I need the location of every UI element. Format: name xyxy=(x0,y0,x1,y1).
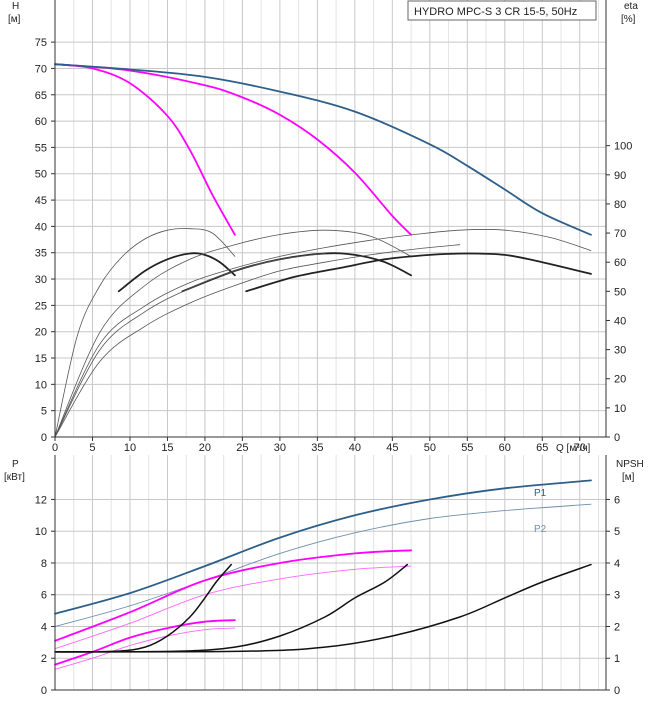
y-tick-label: 25 xyxy=(35,300,47,312)
series-line xyxy=(54,229,592,438)
top-grid xyxy=(54,0,606,438)
x-tick-label: 20 xyxy=(199,442,211,454)
y-tick-label: 50 xyxy=(35,169,47,181)
x-tick-label: 50 xyxy=(424,442,436,454)
series-line xyxy=(54,63,236,236)
top-curves xyxy=(54,63,592,438)
y-right-tick-label: 1 xyxy=(614,653,620,665)
y-tick-label: 20 xyxy=(35,327,47,339)
y-tick-label: 10 xyxy=(35,526,47,538)
chart-title: HYDRO MPC-S 3 CR 15-5, 50Hz xyxy=(414,6,577,18)
y-tick-label: 8 xyxy=(41,558,47,570)
y-tick-label: 70 xyxy=(35,63,47,75)
series-line xyxy=(54,244,461,438)
y-right-tick-label: 100 xyxy=(614,141,632,153)
y-tick-label: 30 xyxy=(35,274,47,286)
y-right-tick-label: 30 xyxy=(614,345,626,357)
y-tick-label: 45 xyxy=(35,195,47,207)
npsh-axis-label: NPSH xyxy=(616,459,644,470)
y-right-tick-label: 5 xyxy=(614,526,620,538)
x-tick-label: 10 xyxy=(124,442,136,454)
series-line xyxy=(181,252,412,293)
y-tick-label: 10 xyxy=(35,379,47,391)
x-tick-label: 55 xyxy=(461,442,473,454)
power-axis-unit: [кВт] xyxy=(4,472,25,483)
x-tick-label: 65 xyxy=(536,442,548,454)
x-tick-label: 0 xyxy=(52,442,58,454)
head-axis-unit: [м] xyxy=(8,14,21,25)
y-right-tick-label: 40 xyxy=(614,315,626,327)
y-tick-label: 55 xyxy=(35,142,47,154)
x-tick-label: 70 xyxy=(574,442,586,454)
y-right-tick-label: 60 xyxy=(614,257,626,269)
y-right-tick-label: 70 xyxy=(614,228,626,240)
series-line xyxy=(54,253,326,438)
y-tick-label: 6 xyxy=(41,590,47,602)
series-line xyxy=(54,63,412,236)
series-line xyxy=(54,565,412,650)
y-tick-label: 0 xyxy=(41,685,47,697)
y-tick-label: 40 xyxy=(35,221,47,233)
series-line xyxy=(54,63,592,236)
series-line xyxy=(54,627,236,670)
series-line xyxy=(54,619,236,666)
head-axis-label: H xyxy=(12,1,19,12)
x-tick-label: 25 xyxy=(236,442,248,454)
y-tick-label: 15 xyxy=(35,353,47,365)
eta-axis-unit: [%] xyxy=(621,14,636,25)
y-tick-label: 60 xyxy=(35,116,47,128)
chart-title-box xyxy=(407,0,597,21)
y-tick-label: 4 xyxy=(41,621,47,633)
series-line xyxy=(54,549,412,642)
npsh-axis-unit: [м] xyxy=(622,472,635,483)
y-right-tick-label: 6 xyxy=(614,494,620,506)
y-tick-label: 75 xyxy=(35,37,47,49)
y-right-tick-label: 4 xyxy=(614,558,620,570)
x-tick-label: 40 xyxy=(349,442,361,454)
y-tick-label: 35 xyxy=(35,248,47,260)
y-right-tick-label: 90 xyxy=(614,170,626,182)
top-axes: 0510152025303540455055606570750102030405… xyxy=(35,0,632,454)
flow-axis-label: Q [м³/ч] xyxy=(556,443,591,454)
x-tick-label: 45 xyxy=(386,442,398,454)
y-tick-label: 12 xyxy=(35,494,47,506)
y-right-tick-label: 50 xyxy=(614,286,626,298)
eta-axis-label: eta xyxy=(624,1,638,12)
series-line xyxy=(54,503,592,627)
series-line xyxy=(54,228,236,438)
y-right-tick-label: 0 xyxy=(614,685,620,697)
y-tick-label: 0 xyxy=(41,432,47,444)
series-line xyxy=(54,229,412,438)
x-tick-label: 5 xyxy=(89,442,95,454)
power-axis-label: P xyxy=(12,459,19,470)
y-tick-label: 5 xyxy=(41,406,47,418)
series-line xyxy=(245,252,592,293)
bottom-curves xyxy=(54,479,592,670)
p2-series-label: P2 xyxy=(534,524,547,535)
x-tick-label: 15 xyxy=(161,442,173,454)
y-right-tick-label: 0 xyxy=(614,432,620,444)
x-tick-label: 60 xyxy=(499,442,511,454)
x-tick-label: 30 xyxy=(274,442,286,454)
y-right-tick-label: 2 xyxy=(614,621,620,633)
y-right-tick-label: 10 xyxy=(614,403,626,415)
y-tick-label: 2 xyxy=(41,653,47,665)
series-line xyxy=(54,479,592,615)
series-line xyxy=(117,252,236,293)
y-tick-label: 65 xyxy=(35,90,47,102)
p1-series-label: P1 xyxy=(534,488,547,499)
series-line xyxy=(54,563,592,653)
bottom-grid xyxy=(54,455,606,691)
y-right-tick-label: 20 xyxy=(614,374,626,386)
y-right-tick-label: 80 xyxy=(614,199,626,211)
x-tick-label: 35 xyxy=(311,442,323,454)
y-right-tick-label: 3 xyxy=(614,590,620,602)
